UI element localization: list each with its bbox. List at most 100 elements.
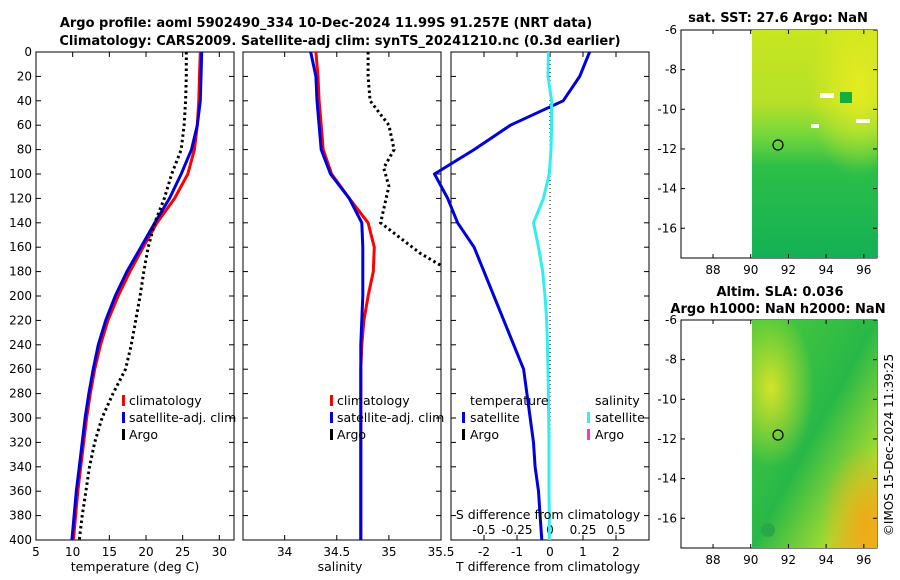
series-line-climatology — [71, 51, 202, 541]
series-line-climatology — [314, 51, 376, 540]
x-tick2-label: -0.25 — [501, 523, 532, 537]
map-x-tick-label: 90 — [743, 553, 758, 567]
y-tick-label: 320 — [9, 435, 32, 449]
map-x-tick-label: 90 — [743, 263, 758, 277]
map-x-tick-label: 96 — [856, 553, 871, 567]
temperature-plot: 5 10 15 20 25 3002040608010012014016018020022… — [9, 45, 235, 559]
map-y-tick-label: -10 — [657, 102, 677, 116]
map-x-tick-label: 88 — [705, 263, 720, 277]
salinity-plot: 34 34.5 35 35.5 — [242, 51, 455, 559]
map-y-tick-label: -16 — [657, 511, 677, 525]
map-y-tick-label: -12 — [657, 142, 677, 156]
y-tick-label: 60 — [17, 118, 32, 132]
legend-swatch-satellite — [122, 412, 125, 423]
series-line-argo — [77, 52, 188, 541]
sst-map: 88 90 92 94 96 -6 -8 -10 -12 -14 -16 — [657, 23, 878, 277]
map-y-tick-label: -14 — [657, 472, 677, 486]
argo-location-marker — [772, 429, 784, 441]
legend-swatch-t-argo — [462, 429, 465, 440]
legend-label-satellite: satellite-adj. clim — [129, 410, 236, 425]
y-tick-label: 160 — [9, 240, 32, 254]
series-line-satellite-adj-clim — [309, 51, 365, 540]
x-tick-label: 34.5 — [323, 545, 350, 559]
y-tick-label: 100 — [9, 167, 32, 181]
sst-warm-patch — [752, 30, 877, 258]
temperature-xlabel: temperature (deg C) — [71, 559, 200, 574]
series-line-argo — [366, 52, 442, 267]
legend-swatch-argo — [330, 429, 333, 440]
x-tick-label: 15 — [102, 545, 117, 559]
x-tick-label: 25 — [175, 545, 190, 559]
y-tick-label: 40 — [17, 94, 32, 108]
legend-label-s-argo: Argo — [595, 427, 624, 442]
map-y-tick-label: -8 — [665, 353, 677, 367]
x-tick-label: 5 — [32, 545, 40, 559]
y-tick-label: 340 — [9, 460, 32, 474]
sst-cool-patch — [840, 92, 852, 103]
map-y-tick-label: -12 — [657, 432, 677, 446]
y-tick-label: 260 — [9, 362, 32, 376]
sst-cloud-gap — [820, 93, 834, 98]
x-tick-label: -2 — [478, 545, 490, 559]
legend-label-argo: Argo — [129, 427, 158, 442]
plot-frame — [242, 51, 442, 541]
legend-swatch-t-satellite — [462, 412, 465, 423]
map-y-tick-label: -6 — [665, 313, 677, 327]
y-tick-label: 280 — [9, 387, 32, 401]
y-tick-label: 240 — [9, 338, 32, 352]
map-y-tick-label: -14 — [657, 182, 677, 196]
sla-eddy — [761, 523, 775, 537]
x-tick-label: 0 — [546, 545, 554, 559]
sla-map-title: Altim. SLA: 0.036 — [717, 285, 844, 300]
legend-label-argo: Argo — [337, 427, 366, 442]
x-tick-label: 35 — [381, 545, 396, 559]
x-tick-label: 10 — [65, 545, 80, 559]
map-x-tick-label: 92 — [781, 263, 796, 277]
sst-map-title: sat. SST: 27.6 Argo: NaN — [688, 11, 868, 26]
imos-watermark: ©IMOS 15-Dec-2024 11:39:25 — [882, 354, 896, 536]
figure-title-line2: Climatology: CARS2009. Satellite-adj cli… — [59, 34, 620, 49]
sla-high-patch — [752, 320, 877, 548]
map-x-tick-label: 94 — [818, 263, 833, 277]
x-tick2-label: 0.5 — [606, 523, 625, 537]
y-tick-label: 180 — [9, 265, 32, 279]
x-tick2-label: -0.5 — [472, 523, 495, 537]
series-line-temperature-satellite — [433, 51, 591, 541]
y-tick-label: 200 — [9, 289, 32, 303]
y-tick-label: 120 — [9, 191, 32, 205]
legend-swatch-argo — [122, 429, 125, 440]
x-tick-label: 35.5 — [428, 545, 455, 559]
legend-swatch-climatology — [330, 395, 333, 406]
x-tick-label: 2 — [612, 545, 620, 559]
x-tick-label: -1 — [511, 545, 523, 559]
x-tick-label: 34 — [277, 545, 292, 559]
difference-legend: temperature satellite Argo salinity sate… — [462, 393, 645, 442]
legend-swatch-satellite — [330, 412, 333, 423]
sla-map-title2: Argo h1000: NaN h2000: NaN — [670, 302, 885, 317]
legend-swatch-climatology — [122, 395, 125, 406]
legend-title-temperature: temperature — [470, 393, 549, 408]
map-x-tick-label: 88 — [705, 553, 720, 567]
series-line-satellite-adj-clim — [70, 51, 204, 541]
difference-xlabel: T difference from climatology — [455, 559, 641, 574]
y-tick-label: 0 — [24, 45, 32, 59]
legend-label-t-satellite: satellite — [470, 410, 520, 425]
legend-label-s-satellite: satellite — [595, 410, 645, 425]
x-tick2-label: 0.25 — [570, 523, 597, 537]
legend-label-satellite: satellite-adj. clim — [337, 410, 444, 425]
y-tick-label: 20 — [17, 69, 32, 83]
figure-title-line1: Argo profile: aoml 5902490_334 10-Dec-20… — [60, 16, 592, 31]
salinity-xlabel: salinity — [318, 559, 363, 574]
y-tick-label: 400 — [9, 533, 32, 547]
legend-swatch-s-argo — [587, 429, 590, 440]
legend-label-climatology: climatology — [337, 393, 410, 408]
map-y-tick-label: -6 — [665, 23, 677, 37]
map-x-tick-label: 96 — [856, 263, 871, 277]
y-tick-label: 80 — [17, 143, 32, 157]
legend-label-climatology: climatology — [129, 393, 202, 408]
map-y-tick-label: -8 — [665, 63, 677, 77]
salinity-legend: climatology satellite-adj. clim Argo — [330, 393, 444, 442]
y-tick-label: 220 — [9, 313, 32, 327]
temperature-legend: climatology satellite-adj. clim Argo — [122, 393, 236, 442]
